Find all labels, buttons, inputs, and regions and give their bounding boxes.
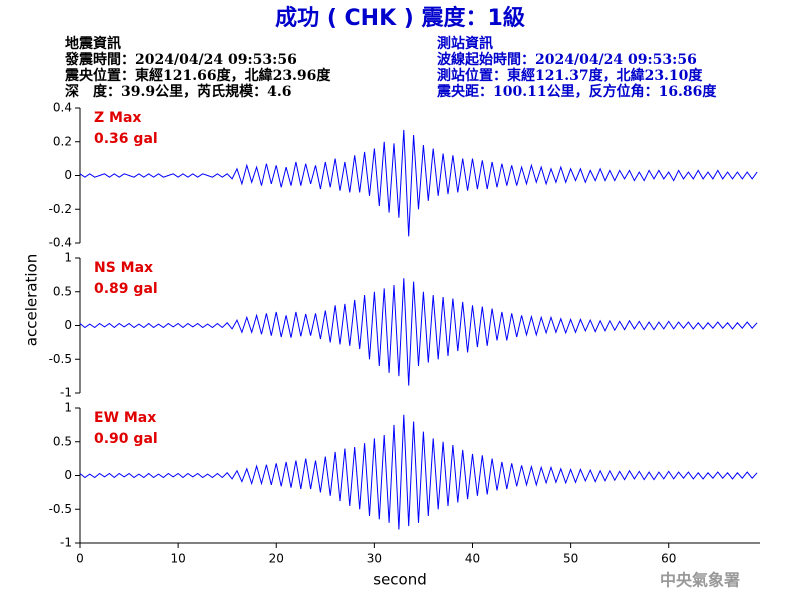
y-tick-label: -0.5: [49, 502, 72, 516]
x-tick-label: 20: [269, 552, 284, 566]
x-tick-label: 60: [661, 552, 676, 566]
y-tick-label: 0.5: [53, 284, 72, 298]
x-tick-label: 0: [76, 552, 84, 566]
info-left: 地震資訊: [65, 35, 121, 52]
info-left: 發震時間：2024/04/24 09:53:56: [64, 51, 297, 68]
info-right: 測站位置：東經121.37度，北緯23.10度: [437, 67, 703, 84]
info-right: 波線起始時間：2024/04/24 09:53:56: [437, 51, 697, 68]
footer: 中央氣象署: [660, 571, 740, 590]
y-tick-label: 0: [64, 168, 72, 182]
x-tick-label: 30: [367, 552, 382, 566]
info-right: 震央距：100.11公里，反方位角：16.86度: [436, 83, 717, 100]
y-tick-label: -1: [60, 386, 72, 400]
annotation: 0.90 gal: [94, 431, 158, 447]
x-tick-label: 50: [563, 552, 578, 566]
x-tick-label: 40: [465, 552, 480, 566]
y-tick-label: -0.5: [49, 352, 72, 366]
annotation: NS Max: [94, 260, 153, 276]
y-tick-label: -0.2: [49, 202, 72, 216]
info-right: 測站資訊: [437, 35, 493, 52]
annotation: EW Max: [94, 410, 156, 426]
info-left: 震央位置：東經121.66度，北緯23.96度: [64, 67, 331, 84]
waveform: [79, 278, 758, 386]
waveform: [79, 129, 758, 237]
y-tick-label: 0.2: [53, 134, 72, 148]
waveform: [79, 414, 758, 530]
y-tick-label: -1: [60, 536, 72, 550]
y-tick-label: 1: [64, 401, 72, 415]
annotation: 0.89 gal: [94, 281, 158, 297]
annotation: 0.36 gal: [94, 131, 158, 147]
x-axis-label: second: [373, 571, 427, 589]
info-left: 深 度：39.9公里，芮氏規模：4.6: [65, 83, 291, 100]
y-tick-label: 0.4: [53, 101, 72, 115]
x-tick-label: 10: [170, 552, 185, 566]
y-tick-label: 0: [64, 468, 72, 482]
title: 成功 ( CHK ) 震度：1級: [275, 5, 525, 31]
y-tick-label: 1: [64, 251, 72, 265]
y-axis-label: acceleration: [23, 254, 41, 346]
y-tick-label: -0.4: [49, 236, 72, 250]
y-tick-label: 0: [64, 318, 72, 332]
annotation: Z Max: [94, 110, 141, 126]
y-tick-label: 0.5: [53, 434, 72, 448]
